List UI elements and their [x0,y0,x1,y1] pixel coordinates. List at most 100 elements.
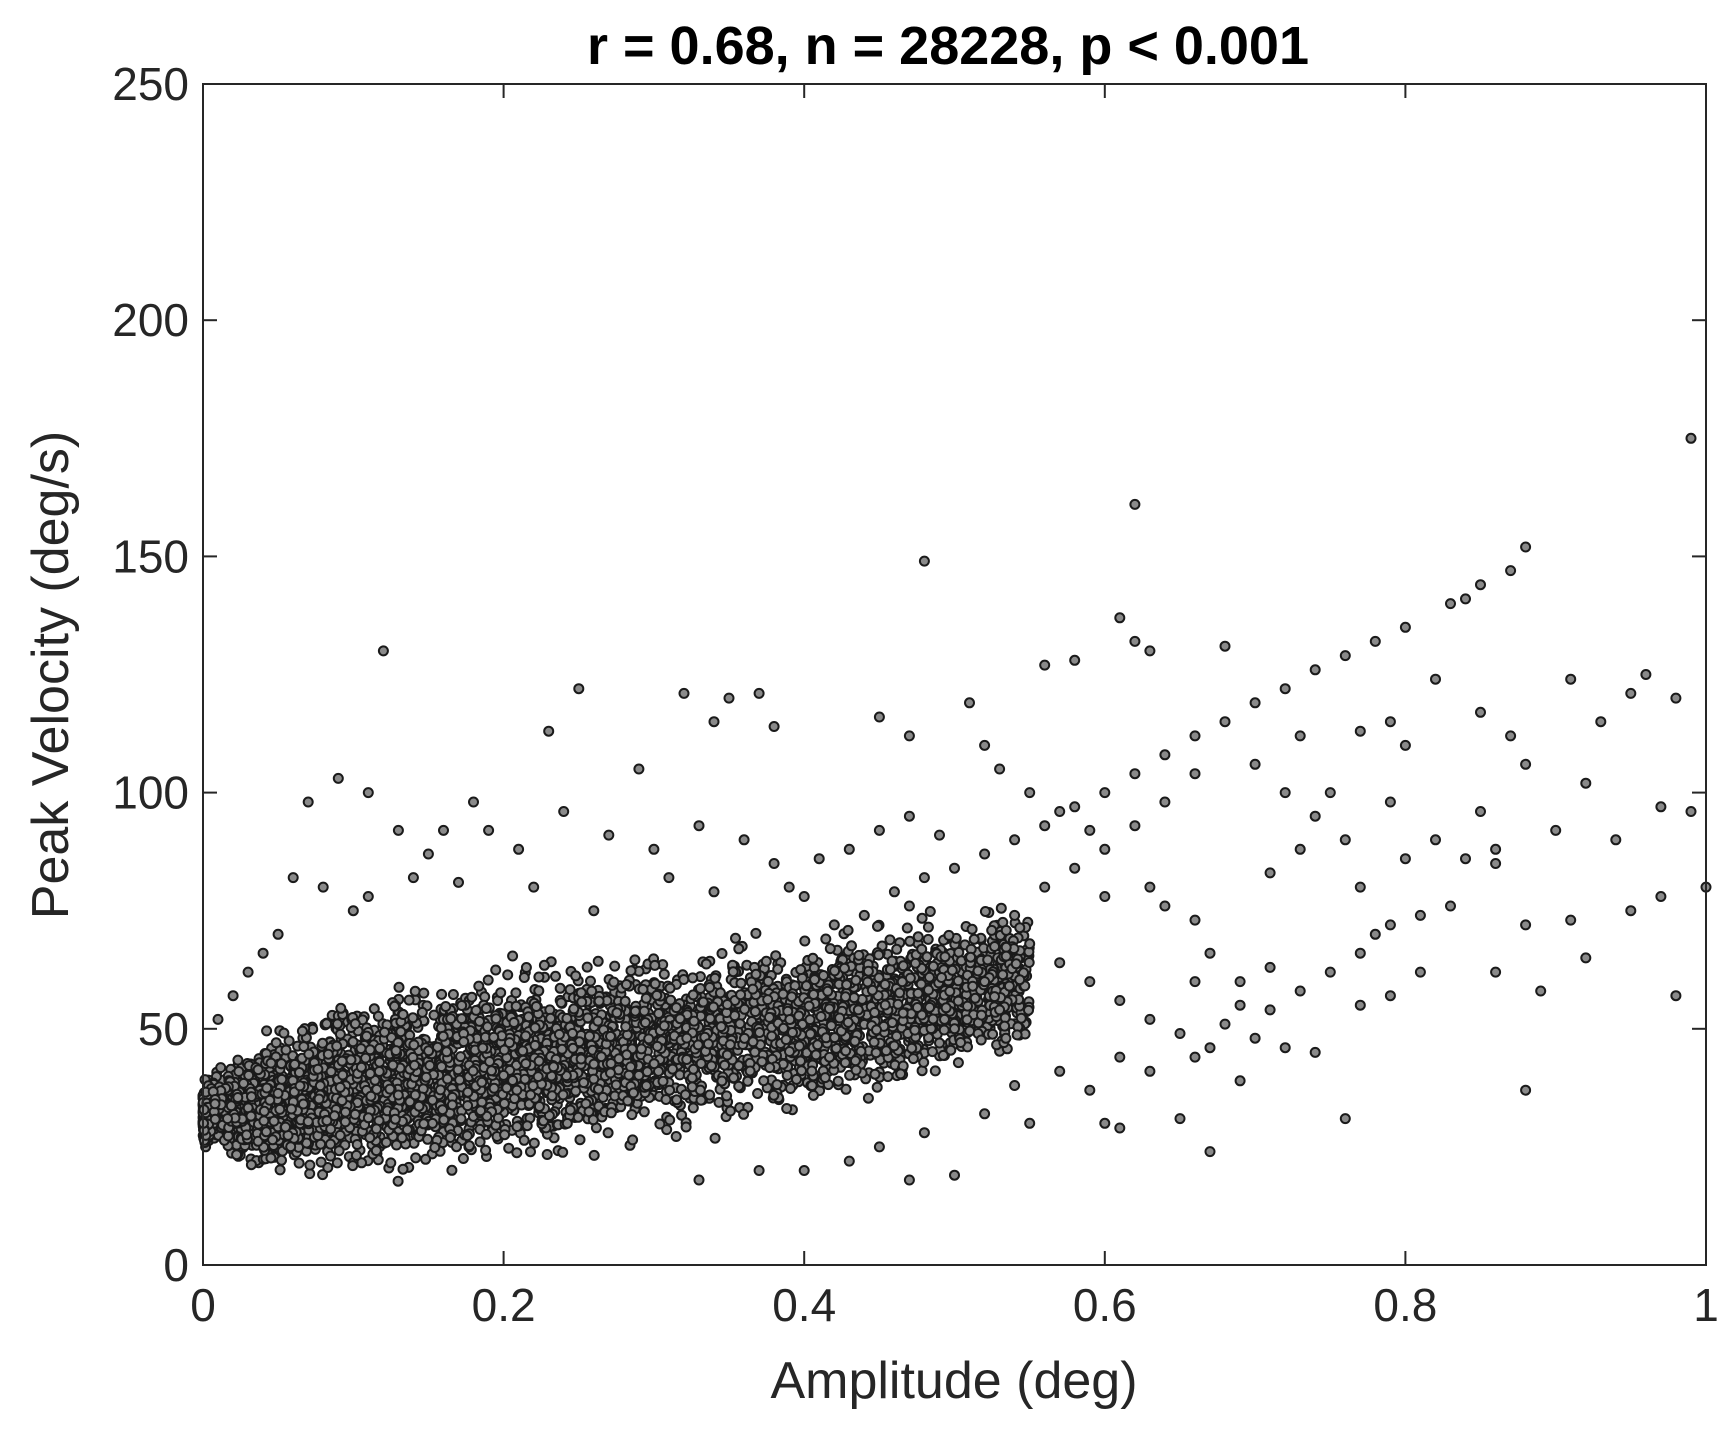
data-point [735,977,747,989]
data-point [570,1085,582,1097]
data-point [839,962,850,974]
data-point [420,1071,432,1083]
data-point [511,1121,523,1133]
data-point [334,1028,346,1040]
data-point [355,1043,367,1055]
data-point [704,981,716,993]
data-point [680,1121,692,1133]
data-point [488,1082,500,1094]
data-point [749,1046,761,1058]
data-point [796,1065,807,1077]
data-point [370,1145,382,1157]
data-point [576,996,588,1008]
data-point [274,1103,286,1115]
data-point [541,1149,553,1160]
data-point [912,931,924,943]
data-point [610,1079,622,1091]
data-point [842,924,854,936]
data-point [916,943,928,955]
data-point [474,1136,486,1148]
data-point [1000,1032,1012,1044]
data-point [427,1117,438,1129]
data-point [733,1080,745,1092]
data-point [520,962,532,973]
data-point [846,940,857,952]
data-point [784,1014,796,1025]
data-point [939,951,951,963]
data-point [397,1009,409,1020]
data-point [597,1091,609,1103]
data-point [929,1065,941,1077]
data-point [602,1127,614,1139]
data-point [529,1022,541,1034]
data-point [868,1036,880,1048]
data-point [637,983,649,995]
data-point [462,1086,474,1098]
data-point [532,1071,544,1083]
data-point [588,1073,600,1085]
data-point [233,1066,245,1077]
data-point [1000,941,1012,953]
data-point [622,1095,634,1107]
data-point [575,1053,587,1065]
data-point [533,985,545,997]
data-point [825,1020,837,1032]
data-point [480,1003,492,1014]
data-point [334,1081,346,1093]
data-point [486,1065,497,1077]
data-point [709,972,721,984]
data-point [409,1089,421,1101]
data-point [555,997,567,1009]
data-point [442,1073,453,1085]
data-point [408,1039,420,1051]
data-point [791,1073,802,1085]
data-point [880,1045,892,1057]
data-point [504,1037,515,1049]
data-point [818,970,829,981]
data-point [638,1005,650,1017]
data-point [982,954,994,966]
data-point [687,972,699,984]
data-point [706,1060,717,1072]
data-point [700,958,712,970]
data-point [771,1079,783,1091]
data-point [339,1116,351,1128]
data-point [803,1000,815,1012]
data-point [231,1149,243,1161]
data-point [670,1131,682,1142]
scatter-points [197,432,1712,1187]
data-point [781,1103,793,1114]
data-point [724,1039,736,1051]
data-point [926,1046,938,1058]
data-point [807,1089,819,1101]
data-point [822,985,834,997]
data-point [463,1140,475,1152]
data-point [336,1055,348,1067]
data-point [752,1088,764,1099]
data-point [482,974,494,986]
data-point [840,991,851,1003]
data-point [716,948,728,959]
data-point [955,1037,967,1048]
data-point [862,1092,874,1104]
data-point [654,1118,666,1130]
data-point [578,1077,590,1089]
data-point [721,1090,733,1102]
data-point [695,1094,707,1106]
data-point [629,954,641,966]
data-point [735,989,747,1001]
data-point [584,1030,595,1042]
data-point [351,1139,363,1150]
data-point [557,1146,569,1158]
data-point [714,987,726,999]
data-point [804,1014,816,1026]
data-point [764,1062,776,1074]
data-point [806,1065,818,1077]
data-point [824,943,836,955]
data-point [688,1015,700,1027]
data-point [533,1055,545,1067]
data-point [502,969,514,981]
data-point [611,1007,623,1019]
data-point [649,978,661,990]
